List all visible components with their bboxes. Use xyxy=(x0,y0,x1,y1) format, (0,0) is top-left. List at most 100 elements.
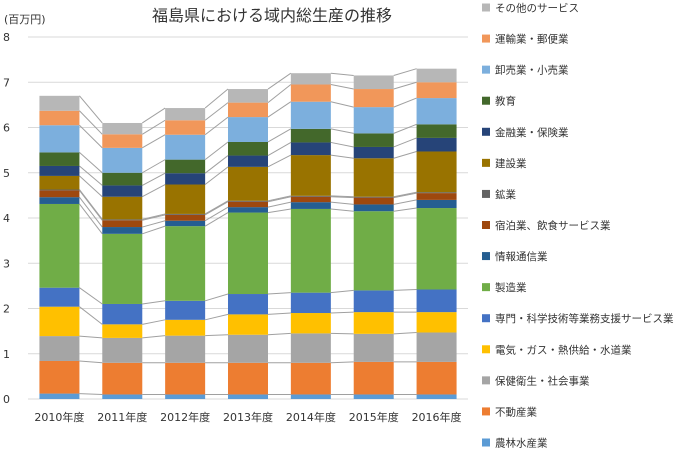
bar-segment xyxy=(102,147,143,173)
bar-segment xyxy=(165,394,206,399)
legend-label: 農林水産業 xyxy=(495,437,548,450)
bar-segment xyxy=(39,190,80,198)
bar-segment xyxy=(165,362,206,395)
connector-line xyxy=(330,84,354,90)
legend-label: 電気・ガス・熱供給・水道業 xyxy=(495,343,632,356)
y-tick-label: 6 xyxy=(3,122,10,135)
connector-line xyxy=(79,203,103,235)
bar-segment xyxy=(290,202,331,209)
connector-line xyxy=(142,214,166,221)
bar-segment xyxy=(39,125,80,153)
bar-segment xyxy=(228,200,268,202)
connector-line xyxy=(330,195,354,198)
bar-segment xyxy=(353,361,394,395)
x-tick-label: 2012年度 xyxy=(160,410,210,424)
connector-line xyxy=(393,68,417,76)
connector-line xyxy=(204,155,229,174)
connector-line xyxy=(267,201,291,208)
bar-segment xyxy=(39,287,80,307)
bar-segment xyxy=(228,207,268,213)
bar-segment xyxy=(165,120,206,135)
connector-line xyxy=(205,293,229,302)
bar-segment xyxy=(165,184,206,214)
bar-segment xyxy=(165,214,206,221)
bar-segment xyxy=(353,290,394,313)
bar-segment xyxy=(416,199,457,209)
bar-segment xyxy=(228,155,268,167)
legend-swatch xyxy=(482,376,490,385)
bar-segment xyxy=(165,159,206,174)
connector-line xyxy=(79,360,103,364)
connector-line xyxy=(393,331,417,335)
x-tick-label: 2015年度 xyxy=(349,410,399,424)
connector-line xyxy=(79,190,103,221)
legend-swatch xyxy=(482,252,490,261)
bar-segment xyxy=(290,196,331,203)
bar-segment xyxy=(353,158,394,197)
bar-segment xyxy=(353,75,394,90)
connector-line xyxy=(142,319,166,325)
legend-label: 製造業 xyxy=(495,281,527,294)
connector-line xyxy=(267,332,291,336)
bar-segment xyxy=(39,203,80,288)
connector-line xyxy=(330,154,354,159)
bar-segment xyxy=(228,212,268,295)
connector-line xyxy=(267,312,291,315)
y-tick-label: 7 xyxy=(3,76,10,89)
connector-line xyxy=(393,151,417,159)
legend-item: 保健衛生・社会事業 xyxy=(482,374,590,387)
connector-line xyxy=(204,212,229,227)
y-tick-label: 0 xyxy=(3,393,10,406)
connector-line xyxy=(267,101,292,118)
connector-line xyxy=(330,141,354,148)
connector-line xyxy=(330,311,354,314)
connector-line xyxy=(204,166,229,185)
legend-item: 金融業・保険業 xyxy=(482,126,569,139)
bar-segment xyxy=(102,196,143,220)
connector-line xyxy=(142,225,166,235)
connector-line xyxy=(393,199,417,205)
bar-segment xyxy=(165,134,206,160)
bar-segment xyxy=(290,208,331,293)
bar-segment xyxy=(353,146,394,159)
connector-line xyxy=(330,101,354,108)
bar-segment xyxy=(102,303,143,325)
bar-segment xyxy=(165,220,206,227)
connector-line xyxy=(204,206,229,222)
bar-segment xyxy=(102,394,143,399)
bar-segment xyxy=(228,394,268,399)
bar-segment xyxy=(416,332,457,362)
bar-segment xyxy=(290,292,331,314)
legend-swatch xyxy=(482,407,490,416)
bar-segment xyxy=(228,362,268,395)
bar-segment xyxy=(102,122,143,135)
connector-line xyxy=(267,208,291,214)
legend-item: 情報通信業 xyxy=(482,250,548,263)
bar-segment xyxy=(416,394,457,399)
legend-item: 製造業 xyxy=(482,281,527,294)
bar-segment xyxy=(353,197,394,205)
connector-line xyxy=(79,189,103,220)
legend-swatch xyxy=(482,65,490,74)
bar-segment xyxy=(39,175,80,190)
legend-swatch xyxy=(482,3,490,12)
connector-line xyxy=(393,288,417,291)
legend-swatch xyxy=(482,158,490,167)
bar-segment xyxy=(416,68,457,83)
bar-segment xyxy=(290,394,331,399)
bar-segment xyxy=(290,195,331,197)
connector-line xyxy=(393,191,417,198)
legend-item: 電気・ガス・熱供給・水道業 xyxy=(482,343,632,356)
bar-segment xyxy=(353,312,394,334)
legend-swatch xyxy=(482,189,490,198)
bar-segment xyxy=(353,89,394,108)
bar-segment xyxy=(416,312,457,333)
connector-line xyxy=(393,137,417,148)
legend-label: その他のサービス xyxy=(495,2,579,15)
bar-segment xyxy=(290,142,331,156)
connector-line xyxy=(142,220,166,228)
bar-segment xyxy=(228,117,268,142)
bar-segment xyxy=(102,185,143,197)
legend-item: 鉱業 xyxy=(482,188,516,201)
